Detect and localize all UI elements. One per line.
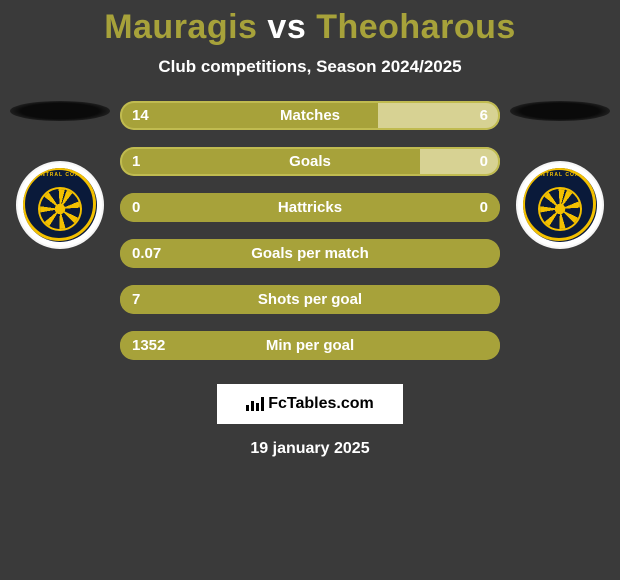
club-logo-inner: CENTRAL COAST [23, 168, 97, 242]
club-logo-text: CENTRAL COAST [32, 172, 88, 178]
stat-row: 146Matches [120, 101, 500, 130]
player-right-club-logo: CENTRAL COAST [516, 161, 604, 249]
player-right-silhouette [510, 101, 610, 121]
content-area: CENTRAL COAST CENTRAL COAST 146Matches 10… [0, 101, 620, 458]
stat-row: 10Goals [120, 147, 500, 176]
stat-label: Matches [120, 101, 500, 130]
player-left-club-logo: CENTRAL COAST [16, 161, 104, 249]
title-player1: Mauragis [104, 8, 257, 46]
footer-date: 19 january 2025 [0, 440, 620, 458]
stat-row: 7Shots per goal [120, 285, 500, 314]
stat-label: Hattricks [120, 193, 500, 222]
page-title: Mauragis vs Theoharous [0, 8, 620, 47]
brand-box: FcTables.com [217, 384, 403, 424]
brand-text: FcTables.com [268, 395, 374, 413]
player-right-column: CENTRAL COAST [500, 91, 620, 249]
stat-bars: 146Matches 10Goals 00Hattricks 0.07Goals pe… [120, 101, 500, 360]
club-logo-inner: CENTRAL COAST [523, 168, 597, 242]
stat-label: Goals [120, 147, 500, 176]
stat-row: 00Hattricks [120, 193, 500, 222]
title-player2: Theoharous [316, 8, 516, 46]
stat-row: 0.07Goals per match [120, 239, 500, 268]
comparison-infographic: Mauragis vs Theoharous Club competitions… [0, 0, 620, 458]
stat-label: Goals per match [120, 239, 500, 268]
stat-label: Min per goal [120, 331, 500, 360]
title-vs: vs [267, 8, 306, 46]
club-logo-swirl-icon [40, 189, 80, 229]
stat-row: 1352Min per goal [120, 331, 500, 360]
club-logo-swirl-icon [540, 189, 580, 229]
subtitle: Club competitions, Season 2024/2025 [0, 57, 620, 77]
club-logo-text: CENTRAL COAST [532, 172, 588, 178]
stat-label: Shots per goal [120, 285, 500, 314]
player-left-column: CENTRAL COAST [0, 91, 120, 249]
chart-icon [246, 397, 264, 411]
player-left-silhouette [10, 101, 110, 121]
